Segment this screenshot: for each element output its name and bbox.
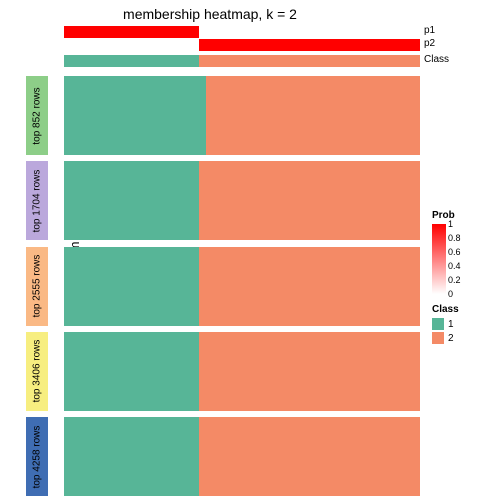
colorbar: 10.80.60.40.20 [432, 224, 446, 294]
colorbar-tick: 0.2 [448, 275, 461, 285]
heatmap-col-class1 [64, 161, 199, 240]
legend-swatch-label: 1 [448, 319, 454, 330]
row-label-box: top 2555 rows [26, 247, 48, 326]
heatmap-col-class1 [64, 247, 199, 326]
heatmap-col-class1 [64, 332, 199, 411]
heatmap-panel [64, 247, 420, 326]
heatmap-panel [64, 417, 420, 496]
heatmap-col-class2 [199, 161, 420, 240]
annotation-row: p1 [64, 26, 420, 38]
heatmap-panel [64, 332, 420, 411]
annotation-seg-left [64, 55, 199, 67]
heatmap-body [64, 76, 420, 496]
row-label-box: top 852 rows [26, 76, 48, 155]
annotation-seg-left [64, 26, 199, 38]
heatmap-panel [64, 161, 420, 240]
row-label-text: top 852 rows [32, 87, 43, 144]
annotation-label: Class [420, 54, 449, 65]
row-label-box: top 4258 rows [26, 417, 48, 496]
row-label-text: top 3406 rows [32, 340, 43, 403]
colorbar-tick: 0.4 [448, 261, 461, 271]
legend-swatch-row: 1 [432, 318, 500, 330]
row-label-text: top 4258 rows [32, 425, 43, 488]
annotation-seg-left [64, 39, 199, 51]
chart-title: membership heatmap, k = 2 [0, 6, 420, 22]
colorbar-tick: 0.6 [448, 247, 461, 257]
row-label-text: top 2555 rows [32, 255, 43, 318]
row-labels: top 852 rows top 1704 rows top 2555 rows to… [26, 76, 48, 496]
legend-swatch [432, 318, 444, 330]
legend-prob-title: Prob [432, 210, 500, 221]
annotation-bars: p1p2 Class [64, 26, 420, 68]
legend-swatch-label: 2 [448, 333, 454, 344]
colorbar-tick: 0 [448, 289, 453, 299]
legend: Prob 10.80.60.40.20 Class 12 [432, 210, 500, 346]
legend-swatch [432, 332, 444, 344]
heatmap-col-class2 [199, 332, 420, 411]
annotation-row: p2 [64, 39, 420, 51]
row-label-box: top 3406 rows [26, 332, 48, 411]
heatmap-col-class1 [64, 76, 206, 155]
heatmap-col-class2 [199, 247, 420, 326]
legend-swatch-row: 2 [432, 332, 500, 344]
row-label-text: top 1704 rows [32, 169, 43, 232]
annotation-seg-right [199, 26, 420, 38]
heatmap-col-class1 [64, 417, 199, 496]
legend-class-title: Class [432, 304, 500, 315]
row-label-box: top 1704 rows [26, 161, 48, 240]
colorbar-tick: 1 [448, 219, 453, 229]
heatmap-panel [64, 76, 420, 155]
colorbar-tick: 0.8 [448, 233, 461, 243]
annotation-seg-right [199, 39, 420, 51]
heatmap-col-class2 [206, 76, 420, 155]
annotation-label: p2 [420, 38, 435, 49]
annotation-seg-right [199, 55, 420, 67]
annotation-label: p1 [420, 25, 435, 36]
heatmap-col-class2 [199, 417, 420, 496]
annotation-row: Class [64, 55, 420, 67]
